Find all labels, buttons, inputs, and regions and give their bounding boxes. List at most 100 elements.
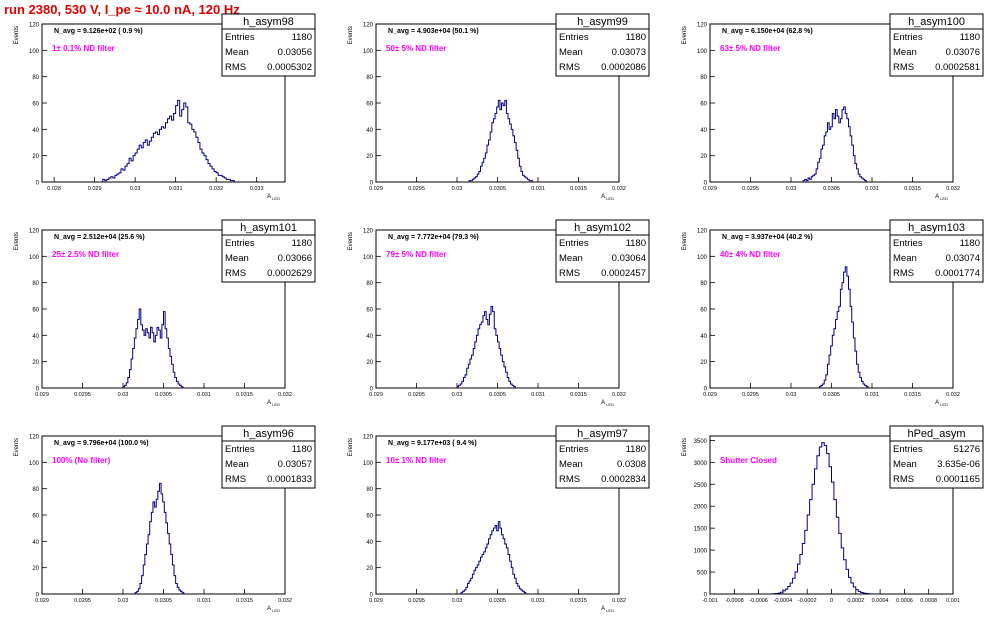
y-axis-title: Events — [682, 26, 688, 44]
x-tick-label: -0.0008 — [725, 598, 744, 604]
y-tick-label: 60 — [366, 514, 373, 520]
x-tick-label: 0.0305 — [489, 392, 506, 398]
y-tick-label: 0 — [370, 181, 374, 187]
x-tick-label: 0.0305 — [155, 392, 172, 398]
y-axis-title: Events — [348, 232, 354, 250]
stats-box — [555, 28, 650, 77]
stats-label: RMS — [225, 62, 246, 73]
histogram-panel-h_asym101: 0 20 40 60 80 100 120 0.029 0.0295 0.03 0.0305 0.03… — [14, 219, 316, 407]
y-tick-label: 40 — [700, 128, 707, 134]
stats-box — [889, 440, 984, 489]
stats-label: RMS — [225, 268, 246, 279]
stats-label: Mean — [225, 459, 249, 470]
histogram-name: h_asym96 — [243, 428, 294, 440]
x-tick-label: 0.032 — [612, 186, 626, 192]
x-tick-label: -0.001 — [702, 598, 718, 604]
x-tick-label: 0.03 — [452, 186, 463, 192]
x-tick-label: 0.0295 — [74, 598, 91, 604]
y-tick-label: 100 — [29, 49, 40, 55]
histogram-name: h_asym97 — [577, 428, 628, 440]
x-tick-label: 0.03 — [130, 186, 141, 192]
y-tick-label: 60 — [32, 514, 39, 520]
y-axis-title: Events — [14, 232, 20, 250]
y-tick-label: 80 — [366, 281, 373, 287]
stats-label: Mean — [559, 47, 583, 58]
histogram-name: h_asym99 — [577, 16, 628, 28]
x-tick-label: 0.0295 — [408, 186, 425, 192]
y-tick-label: 2500 — [694, 483, 708, 489]
filter-label: Shutter Closed — [720, 456, 777, 465]
stats-label: Mean — [559, 253, 583, 264]
y-tick-label: 100 — [697, 255, 708, 261]
y-tick-label: 20 — [32, 360, 39, 366]
filter-label: 63± 5% ND filter — [720, 44, 780, 53]
stats-value: 1180 — [292, 444, 312, 455]
y-tick-label: 500 — [697, 571, 708, 577]
y-tick-label: 60 — [366, 102, 373, 108]
x-tick-label: 0.029 — [369, 392, 383, 398]
stats-value: 1180 — [292, 238, 312, 249]
histogram-panel-h_asym100: 0 20 40 60 80 100 120 0.029 0.0295 0.03 0.0305 0.03… — [682, 13, 984, 201]
x-tick-label: 0.0315 — [570, 392, 587, 398]
stats-value: 0.0002629 — [267, 268, 312, 279]
y-tick-label: 80 — [32, 75, 39, 81]
x-tick-label: 0.031 — [169, 186, 183, 192]
y-tick-label: 20 — [32, 566, 39, 572]
x-tick-label: -0.0004 — [774, 598, 793, 604]
histogram-line — [802, 106, 867, 182]
stats-label: RMS — [559, 62, 580, 73]
stats-label: Entries — [893, 32, 923, 43]
navg-label: N_avg = 4.903e+04 (50.1 %) — [388, 28, 479, 35]
x-axis-title: A LED — [935, 194, 948, 201]
histogram-panel-h_asym103: 0 20 40 60 80 100 120 0.029 0.0295 0.03 0.0305 0.03… — [682, 219, 984, 407]
x-tick-label: 0.0305 — [489, 186, 506, 192]
x-tick-label: 0.0295 — [742, 186, 759, 192]
histogram-line — [770, 442, 874, 595]
y-tick-label: 40 — [700, 334, 707, 340]
x-tick-label: 0.0004 — [872, 598, 889, 604]
navg-label: N_avg = 6.150e+04 (62.8 %) — [722, 28, 813, 35]
stats-value: 1180 — [960, 32, 980, 43]
y-tick-label: 40 — [366, 128, 373, 134]
stats-label: Mean — [225, 253, 249, 264]
x-tick-label: 0.029 — [369, 186, 383, 192]
x-tick-label: 0.03 — [786, 186, 797, 192]
x-tick-label: 0.031 — [531, 392, 545, 398]
x-tick-label: 0.032 — [612, 392, 626, 398]
y-tick-label: 20 — [366, 566, 373, 572]
x-tick-label: -0.0006 — [749, 598, 768, 604]
y-tick-label: 120 — [363, 435, 374, 441]
x-tick-label: 0.03 — [452, 598, 463, 604]
x-tick-label: 0.031 — [197, 392, 211, 398]
stats-value: 0.03057 — [278, 459, 312, 470]
x-tick-label: 0.029 — [35, 598, 49, 604]
stats-label: Entries — [225, 444, 255, 455]
y-tick-label: 80 — [700, 281, 707, 287]
y-tick-label: 0 — [36, 387, 40, 393]
stats-value: 51276 — [954, 444, 980, 455]
x-tick-label: 0.03 — [118, 392, 129, 398]
y-tick-label: 120 — [29, 435, 40, 441]
y-tick-label: 20 — [366, 154, 373, 160]
y-axis-title: Events — [348, 26, 354, 44]
stats-label: RMS — [893, 474, 914, 485]
stats-value: 0.0002457 — [601, 268, 646, 279]
y-tick-label: 100 — [363, 49, 374, 55]
y-tick-label: 120 — [29, 229, 40, 235]
y-tick-label: 100 — [363, 255, 374, 261]
x-tick-label: 0.0315 — [236, 598, 253, 604]
y-tick-label: 20 — [366, 360, 373, 366]
x-axis-title: A LED — [601, 400, 614, 407]
x-tick-label: 0.0305 — [489, 598, 506, 604]
y-tick-label: 0 — [36, 181, 40, 187]
stats-value: 1180 — [960, 238, 980, 249]
histogram-name: hPed_asym — [907, 428, 965, 440]
y-tick-label: 3000 — [694, 461, 708, 467]
x-tick-label: 0.032 — [278, 392, 292, 398]
histogram-line — [102, 99, 235, 182]
histogram-panel-h_asym99: 0 20 40 60 80 100 120 0.029 0.0295 0.03 0.0305 0.03… — [348, 13, 650, 201]
stats-label: Mean — [893, 253, 917, 264]
stats-label: Entries — [559, 32, 589, 43]
stats-value: 0.03073 — [612, 47, 646, 58]
x-tick-label: 0.03 — [452, 392, 463, 398]
